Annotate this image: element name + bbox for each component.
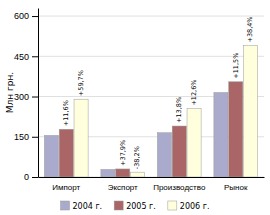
bar [59, 129, 73, 177]
legend-item: 2006 г. [168, 201, 210, 211]
x-tick: Экспорт [108, 183, 138, 192]
legend-item: 2004 г. [61, 201, 103, 211]
bar [244, 46, 258, 177]
bar [131, 172, 145, 177]
bar [229, 82, 243, 177]
legend-swatch [114, 201, 123, 210]
y-tick: 300 [14, 92, 38, 102]
y-tick-mark [32, 177, 38, 178]
y-tick-mark [32, 97, 38, 98]
bar [157, 133, 171, 177]
bar [172, 126, 186, 177]
x-tick-label: Экспорт [108, 183, 138, 192]
legend-item: 2005 г. [114, 201, 156, 211]
bar-series [59, 82, 243, 177]
grid [38, 16, 264, 177]
plot: 0 150 300 450 600 Импорт Экспорт Производство Ры… [14, 9, 265, 192]
y-axis-line [38, 9, 39, 178]
x-tick: Импорт [52, 183, 80, 192]
annotation: +37,9% [119, 140, 127, 166]
bars [44, 46, 257, 177]
y-tick: 0 [24, 172, 38, 182]
annotation: +13,8% [175, 97, 183, 123]
y-tick-mark [32, 137, 38, 138]
annotation: +38,4% [246, 16, 254, 42]
legend-swatch [168, 201, 177, 210]
legend-label: 2004 г. [73, 202, 103, 211]
y-tick-label: 0 [24, 172, 29, 182]
bar-series [74, 46, 258, 177]
bar [44, 135, 58, 177]
bar-series [44, 93, 228, 178]
y-tick-label: 300 [14, 92, 29, 102]
x-tick: Рынок [224, 183, 248, 192]
legend-label: 2006 г. [180, 202, 210, 211]
x-axis-line [39, 177, 265, 178]
chart: 0 150 300 450 600 Импорт Экспорт Производство Ры… [0, 0, 270, 215]
y-tick: 450 [14, 52, 38, 62]
grid-line [38, 56, 264, 57]
x-tick-label: Производство [153, 183, 206, 192]
annotation: -38,2% [133, 146, 141, 169]
y-tick-label: 600 [14, 11, 29, 21]
x-tick: Производство [153, 183, 206, 192]
y-tick-label: 450 [14, 52, 29, 62]
bar [187, 109, 201, 177]
annotations: +11,6% +59,7% +37,9% -38,2% +13,8% +12,6% +11,… [62, 16, 254, 169]
y-tick: 150 [14, 132, 38, 142]
grid-line [38, 16, 264, 17]
annotation: +59,7% [77, 70, 85, 96]
bar [74, 99, 88, 177]
y-tick-mark [32, 56, 38, 57]
x-axis: Импорт Экспорт Производство Рынок [39, 178, 265, 192]
bar [214, 93, 228, 178]
x-tick-label: Импорт [52, 183, 80, 192]
y-axis: 0 150 300 450 600 [14, 9, 39, 183]
legend-label: 2005 г. [126, 202, 156, 211]
y-axis-title: Млн грн. [5, 72, 15, 113]
bar [116, 169, 130, 177]
legend-swatch [61, 201, 70, 210]
annotation: +11,6% [62, 100, 70, 126]
y-tick: 600 [14, 11, 38, 21]
annotation: +11,5% [232, 53, 240, 79]
legend: 2004 г. 2005 г. 2006 г. [61, 201, 210, 211]
bar [101, 169, 115, 177]
annotation: +12,6% [190, 79, 198, 105]
y-tick-label: 150 [14, 132, 29, 142]
x-tick-label: Рынок [224, 183, 248, 192]
y-tick-mark [32, 16, 38, 17]
